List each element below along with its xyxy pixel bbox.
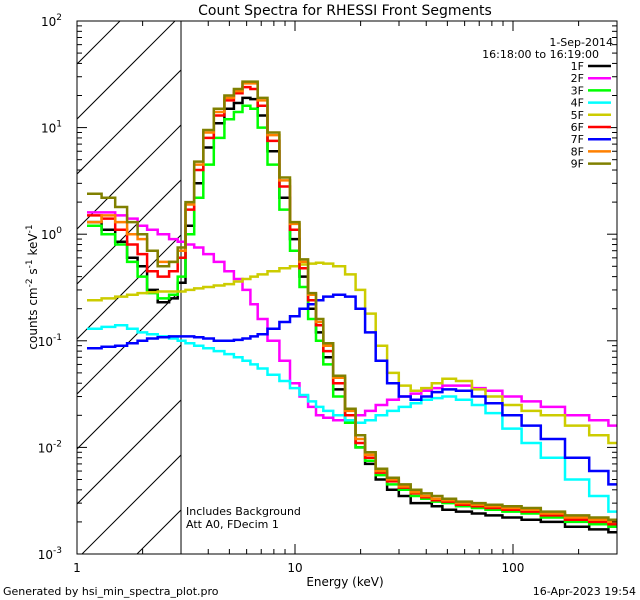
series-line-7F xyxy=(87,293,617,486)
series-line-1F xyxy=(87,96,617,534)
x-tick-label: 100 xyxy=(502,561,525,575)
hatch-line-10 xyxy=(77,399,182,505)
excluded-energy-hatch xyxy=(77,21,182,554)
legend-label-6F: 6F xyxy=(571,121,584,134)
y-tick-label: 101 xyxy=(41,120,62,136)
series-line-4F xyxy=(87,323,617,513)
x-tick-label: 10 xyxy=(287,561,302,575)
time-range-label: 16:18:00 to 16:19:00 xyxy=(482,48,599,61)
legend-label-9F: 9F xyxy=(571,158,584,171)
footer-timestamp: 16-Apr-2023 19:54 xyxy=(533,585,636,598)
series-line-5F xyxy=(87,261,617,445)
legend-label-5F: 5F xyxy=(571,109,584,122)
legend-label-7F: 7F xyxy=(571,133,584,146)
hatch-line-6 xyxy=(77,179,182,285)
plot-frame xyxy=(76,20,618,555)
series-line-9F xyxy=(87,80,617,521)
x-axis-label: Energy (keV) xyxy=(306,575,383,589)
legend-label-2F: 2F xyxy=(571,72,584,85)
annotation-background: Includes Background xyxy=(186,505,301,518)
series-line-2F xyxy=(87,211,617,427)
date-label: 1-Sep-2014 xyxy=(549,36,613,49)
y-tick-label: 102 xyxy=(41,13,62,29)
series-line-3F xyxy=(87,104,617,529)
legend-label-3F: 3F xyxy=(571,84,584,97)
y-tick-label: 100 xyxy=(41,226,62,242)
y-tick-label: 10-1 xyxy=(38,333,62,349)
x-tick-label: 1 xyxy=(73,561,81,575)
chart-title: Count Spectra for RHESSI Front Segments xyxy=(198,3,492,19)
hatch-line-7 xyxy=(77,234,182,340)
annotation-attenuator: Att A0, FDecim 1 xyxy=(186,518,279,531)
y-tick-label: 10-3 xyxy=(38,546,62,562)
hatch-line-9 xyxy=(77,344,182,450)
hatch-line-3 xyxy=(77,21,176,120)
series-line-6F xyxy=(87,85,617,526)
legend-label-1F: 1F xyxy=(571,60,584,73)
hatch-line-2 xyxy=(77,21,121,65)
y-tick-label: 10-2 xyxy=(38,439,62,455)
legend-label-4F: 4F xyxy=(571,97,584,110)
legend-label-8F: 8F xyxy=(571,145,584,158)
footer-generated-by: Generated by hsi_min_spectra_plot.pro xyxy=(3,585,219,598)
y-axis-label: counts cm-2 s-1 keV-1 xyxy=(25,224,40,349)
